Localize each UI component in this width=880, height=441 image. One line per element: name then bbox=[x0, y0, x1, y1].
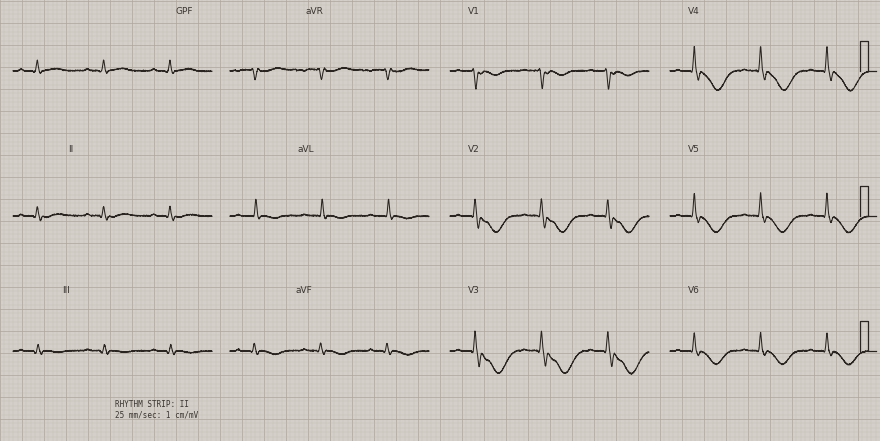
Text: V1: V1 bbox=[468, 7, 480, 16]
Text: V2: V2 bbox=[468, 145, 480, 154]
Text: aVR: aVR bbox=[305, 7, 323, 16]
Text: 25 mm/sec: 1 cm/mV: 25 mm/sec: 1 cm/mV bbox=[115, 411, 198, 420]
Text: aVL: aVL bbox=[298, 145, 315, 154]
Text: II: II bbox=[68, 145, 73, 154]
Text: V6: V6 bbox=[688, 286, 700, 295]
Text: RHYTHM STRIP: II: RHYTHM STRIP: II bbox=[115, 400, 189, 409]
Text: III: III bbox=[62, 286, 70, 295]
Text: V3: V3 bbox=[468, 286, 480, 295]
Text: V4: V4 bbox=[688, 7, 700, 16]
Text: GPF: GPF bbox=[175, 7, 193, 16]
Text: V5: V5 bbox=[688, 145, 700, 154]
Text: aVF: aVF bbox=[295, 286, 312, 295]
